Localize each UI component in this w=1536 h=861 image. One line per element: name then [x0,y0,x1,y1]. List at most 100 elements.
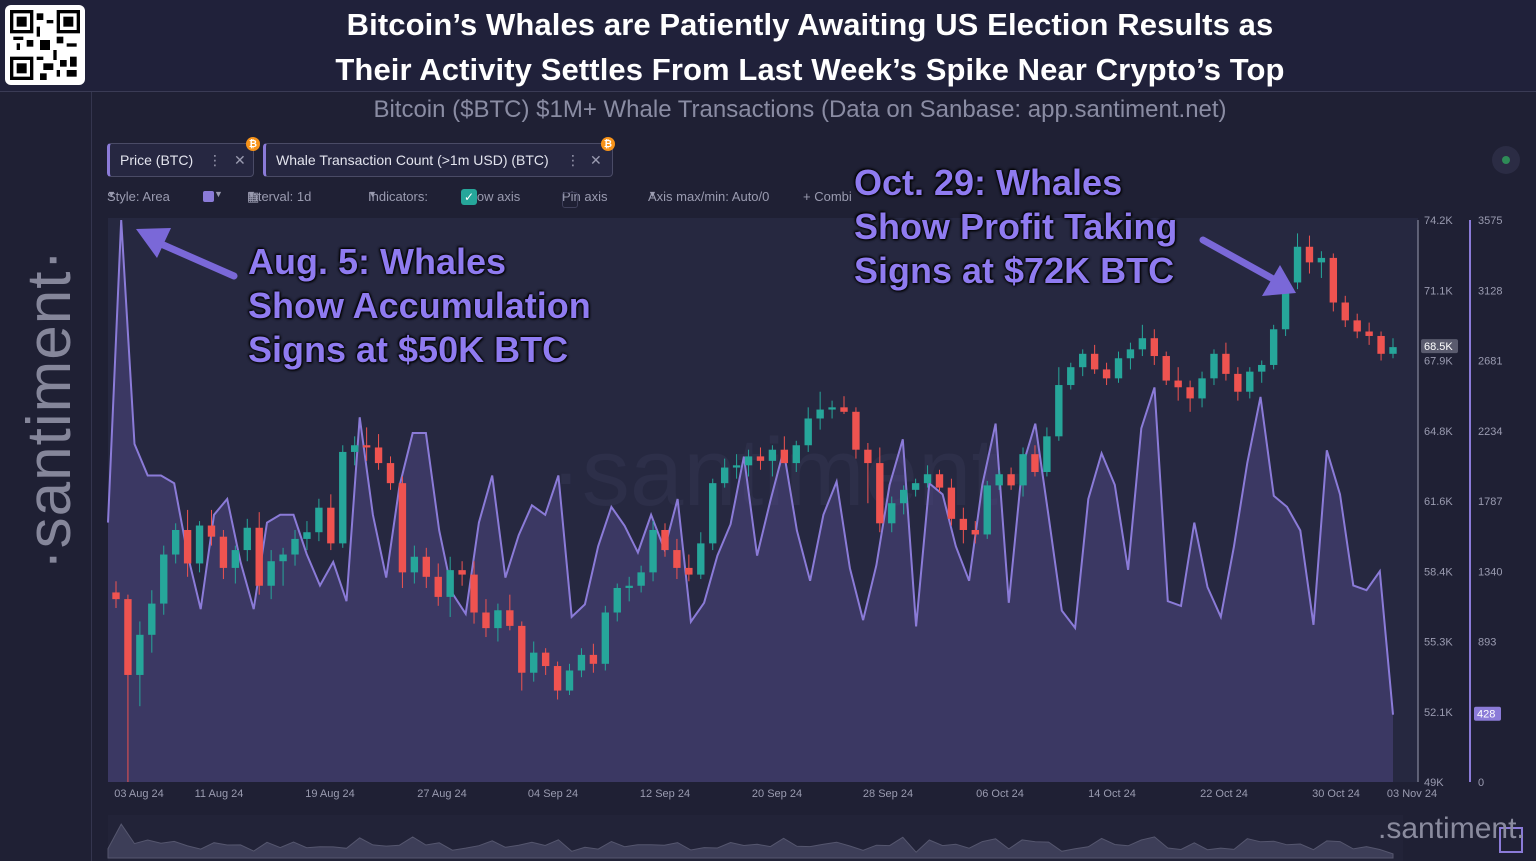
candle-body [816,409,824,419]
candle-body [1079,353,1087,368]
candle-body [231,550,240,568]
x-tick-label: 27 Aug 24 [417,788,467,800]
candle-body [577,654,586,671]
whale-tick-label: 3575 [1478,215,1502,227]
whale-area-fill [108,220,1393,782]
whale-tick-label: 2681 [1478,356,1502,368]
candle-body [1377,335,1385,354]
candle-body [995,474,1003,486]
close-icon[interactable]: ✕ [590,151,602,168]
candle-body [148,603,156,635]
candle-body [792,445,800,464]
price-tick-label: 55.3K [1424,637,1453,649]
candle-body [351,445,359,452]
santiment-bottom-logo: .santiment. [1378,812,1525,845]
candle-body [398,483,407,573]
whale-tick-label: 893 [1478,637,1496,649]
annotation-oct29-line-1: Oct. 29: Whales [854,162,1123,203]
candle-body [494,610,502,629]
candle-body [303,532,311,539]
price-tick-label: 58.4K [1424,566,1453,578]
candle-body [1090,353,1099,370]
candle-body [840,407,848,412]
candle-body [362,445,371,448]
candle-body [1365,331,1373,336]
tab-menu-icon[interactable]: ⋮ [208,151,222,168]
combine-button[interactable]: + Combi [803,189,852,204]
x-tick-label: 28 Sep 24 [863,788,913,800]
candle-body [780,449,789,464]
candle-body [1222,353,1230,374]
bitcoin-badge-icon: ₿ [246,137,260,151]
whale-line [107,219,1394,715]
candle-body [720,467,729,484]
candle-body [422,556,430,577]
candle-body [1067,367,1075,386]
candle-body [1198,378,1206,399]
candle-body [386,463,395,484]
style-label: Style: Area [107,189,170,204]
left-brand-rail [0,92,92,861]
title-line-1: Bitcoin’s Whales are Patiently Awaiting … [346,7,1274,42]
pin-axis-toggle[interactable]: Pin axis [562,189,608,208]
candle-body [1186,387,1194,399]
candle-body [959,518,968,530]
whale-current-tag [1474,706,1501,721]
chevron-down-icon: ▼ [648,189,657,199]
candle-body [732,465,741,468]
color-selector[interactable]: ▼ [203,189,223,204]
checkbox-unchecked-icon[interactable] [562,192,578,208]
tab-whale-count[interactable]: Whale Transaction Count (>1m USD) (BTC) … [263,143,613,177]
candle-body [744,456,753,466]
candle-body [899,489,908,504]
arrow-aug5-head [136,228,171,258]
candle-body [315,507,323,533]
candle-body [876,463,884,524]
chevron-down-icon: ▼ [247,189,256,199]
candle-body [804,418,812,446]
candle-body [1341,302,1349,321]
candle-body [446,570,454,597]
candle-body [291,538,299,555]
x-tick-label: 03 Aug 24 [114,788,164,800]
annotation-aug5-line-3: Signs at $50K BTC [248,329,569,370]
whale-tick-label: 1340 [1478,566,1502,578]
candle-body [183,529,192,564]
navigator-handle [1499,827,1523,853]
checkbox-checked-icon[interactable]: ✓ [461,189,477,205]
candle-body [828,407,836,410]
x-tick-label: 11 Aug 24 [195,788,244,800]
chart-title: Bitcoin’s Whales are Patiently Awaiting … [120,2,1500,92]
indicators-label: Indicators: [368,189,428,204]
candle-body [434,576,442,597]
price-current-tag [1421,339,1458,354]
candle-body [255,527,263,586]
calendar-icon: ▦ [247,189,260,204]
annotation-aug5-line-1: Aug. 5: Whales [248,241,507,282]
candle-body [136,634,144,675]
candle-body [911,483,920,490]
candle-body [709,483,717,544]
header-band: Bitcoin’s Whales are Patiently Awaiting … [0,0,1536,92]
candle-body [697,543,705,575]
status-dot-icon[interactable] [1492,146,1520,174]
tab-menu-icon[interactable]: ⋮ [566,151,580,168]
tab-price-btc[interactable]: Price (BTC) ⋮ ✕ [107,143,254,177]
navigator-sparkline [107,823,1394,859]
x-tick-label: 03 Nov 24 [1387,788,1437,800]
whale-tick-label: 2234 [1478,426,1502,438]
qr-code-graphic [10,10,80,80]
bitcoin-badge-icon: ₿ [601,137,615,151]
annotation-oct29-line-2: Show Profit Taking [854,206,1178,247]
color-swatch-icon [203,191,214,202]
candle-body [1126,349,1135,359]
arrow-oct29-shaft [1199,236,1279,284]
candle-body [613,587,621,613]
price-tick-label: 49K [1424,777,1444,789]
close-icon[interactable]: ✕ [234,151,246,168]
candle-body [756,456,765,461]
candle-body [864,449,872,464]
candle-body [267,561,275,586]
candle-body [1007,474,1015,486]
candle-body [649,529,657,573]
